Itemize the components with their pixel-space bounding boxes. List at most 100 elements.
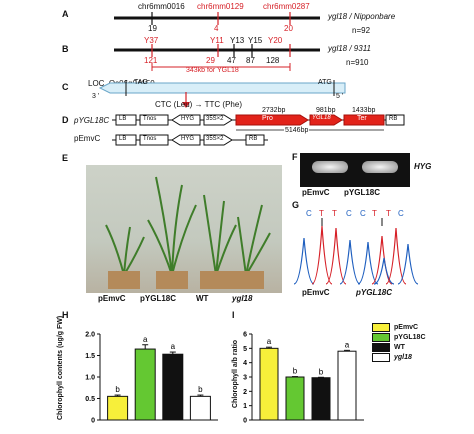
chrom-lane-pygl18c: pYGL18C: [356, 288, 393, 297]
hyg-arrow-2: [171, 134, 201, 146]
mutation-arrowhead: [182, 102, 190, 108]
bar-ygl18: [337, 350, 357, 421]
gel-gene-label: HYG: [414, 162, 432, 171]
panel-i-label: I: [232, 310, 235, 320]
legend-swatch-ygl18: [372, 352, 390, 362]
y-tick-label: 4: [243, 360, 247, 367]
significance-letter: b: [115, 385, 120, 394]
chrom-lane-pemvc: pEmvC: [302, 288, 330, 297]
seq2-t2: T: [386, 209, 391, 218]
line-label-a: ygl18 / Nipponbare: [328, 12, 396, 21]
gene-model: [98, 80, 346, 108]
p35s-label-2: 35S×2: [206, 136, 224, 142]
gel-image: [300, 153, 410, 187]
y-tick-label: 5: [243, 346, 247, 353]
count-b-2: 29: [206, 56, 215, 65]
count-b-3: 47: [227, 56, 236, 65]
bar-pYGL18C: [134, 348, 156, 421]
construct-diagram: [112, 114, 405, 146]
hyg-arrow-1: [171, 114, 201, 126]
photo-label-ygl18: ygl18: [232, 294, 253, 303]
bar-WT: [162, 353, 184, 421]
panel-b-label: B: [62, 44, 69, 54]
y-tick-label: 0.5: [85, 396, 95, 403]
n-b: n=910: [346, 58, 369, 67]
lb-label-1: LB: [119, 116, 127, 122]
bar-pYGL18C: [285, 376, 305, 421]
count-a-1: 19: [148, 24, 157, 33]
panel-f-label: F: [292, 152, 298, 162]
hyg-label-1: HYG: [181, 116, 195, 122]
y-tick-label: 1: [243, 403, 247, 410]
significance-letter: b: [198, 385, 203, 394]
marker-chr6mm0287: chr6mm0287: [263, 2, 310, 11]
legend-label-ygl18: ygl18: [394, 353, 412, 361]
mutation-label: CTC (Leu) → TTC (Phe): [155, 100, 242, 109]
leaf: [105, 224, 125, 276]
count-a-3: 20: [284, 24, 293, 33]
seq2-c2: C: [398, 209, 404, 218]
y-tick-label: 1.0: [85, 375, 95, 382]
significance-letter: b: [319, 367, 324, 376]
y-tick-label: 1.5: [85, 353, 95, 360]
count-b-1: 121: [144, 56, 158, 65]
bar-pEmvC: [107, 395, 129, 421]
legend-swatch-wt: [372, 342, 390, 352]
plant-photo: [86, 165, 282, 293]
legend-item: ygl18: [372, 352, 426, 362]
lb-box-1: [115, 114, 137, 126]
y-tick-label: 6: [243, 332, 247, 339]
significance-letter: a: [171, 342, 176, 351]
map-lines: [114, 12, 320, 71]
gel-lane-pemvc: pEmvC: [302, 188, 330, 197]
plant-illustration: [105, 176, 271, 289]
len-gene: 981bp: [316, 107, 336, 114]
ygl18-box-label: YGL18: [312, 115, 331, 121]
panel-h-label: H: [62, 310, 69, 320]
panel-d-label: D: [62, 115, 69, 125]
end-5-label: 5 ': [336, 93, 344, 100]
chart-h: 0 0.5 1.0 1.5 2.0 b a a b: [85, 332, 218, 425]
significance-letter: a: [267, 337, 272, 346]
pro-arrow: [235, 114, 309, 126]
marker-y37: Y37: [144, 36, 159, 45]
lb-box-2: [115, 134, 137, 146]
leaf: [123, 226, 131, 276]
photo-label-pygl18c: pYGL18C: [140, 294, 177, 303]
len-pro: 2732bp: [262, 107, 286, 114]
chart-i: 0 1 2 3 4 5 6 a b b a: [243, 332, 364, 425]
significance-letter: a: [143, 335, 148, 344]
y-tick-label: 0: [243, 418, 247, 425]
y-tick-label: 3: [243, 375, 247, 382]
bar-WT: [311, 377, 331, 421]
y-tick-label: 2.0: [85, 332, 95, 339]
photo-label-pemvc: pEmvC: [98, 294, 126, 303]
marker-y13: Y13: [230, 36, 245, 45]
marker-y15: Y15: [248, 36, 263, 45]
gel-lane-pygl18c: pYGL18C: [344, 188, 381, 197]
tnos-box-2: [139, 134, 169, 146]
marker-y11: Y11: [210, 36, 224, 45]
rb-label-2: RB: [249, 136, 258, 142]
ter-label: Ter: [357, 115, 367, 122]
seq1-t1: T: [319, 209, 324, 218]
tnos-box-1: [139, 114, 169, 126]
rb-box-2: [245, 134, 265, 146]
chromatogram: [293, 218, 419, 285]
end-3-label: 3 ': [92, 93, 100, 100]
n-a: n=92: [352, 26, 371, 35]
legend-item: pYGL18C: [372, 332, 426, 342]
hyg-label-2: HYG: [181, 136, 195, 142]
legend: pEmvC pYGL18C WT ygl18: [372, 322, 426, 362]
seq1-c1: C: [306, 209, 312, 218]
marker-y20: Y20: [268, 36, 283, 45]
gel-band-1: [312, 161, 348, 173]
gel-band-2: [362, 161, 398, 173]
legend-label-pemvc: pEmvC: [394, 323, 419, 331]
legend-item: WT: [372, 342, 426, 352]
seq2-t1: T: [372, 209, 377, 218]
legend-label-pygl18c: pYGL18C: [394, 333, 426, 341]
panel-c-label: C: [62, 82, 69, 92]
bar-ygl18: [189, 395, 211, 421]
gene-arrow: [309, 114, 343, 126]
